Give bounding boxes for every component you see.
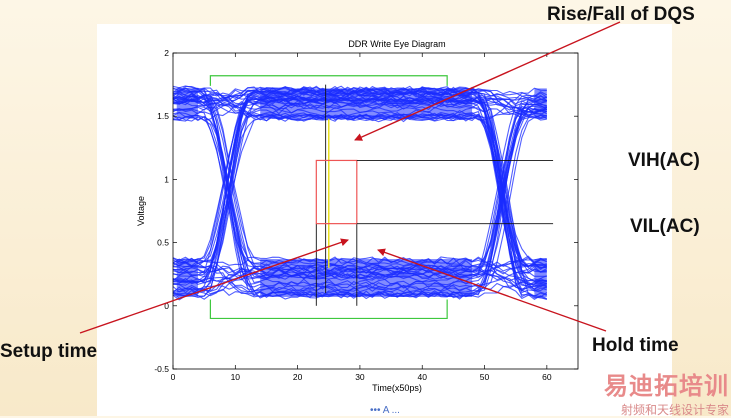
callout-rise-fall-dqs: Rise/Fall of DQS	[547, 4, 695, 25]
axes-frame	[172, 52, 579, 370]
x-tick-label: 10	[231, 372, 241, 382]
callout-vih-ac: VIH(AC)	[628, 150, 700, 171]
x-tick-label: 0	[171, 372, 176, 382]
low-level-band	[176, 259, 198, 297]
y-tick-label: 0.5	[157, 238, 169, 248]
y-axis-label: Voltage	[136, 196, 146, 226]
overlay-layer	[209, 75, 554, 320]
axis-ticks: 0 10 20 30 40 50 60-0.500.511.52	[154, 48, 578, 382]
high-level-band	[176, 88, 198, 119]
y-tick-label: 2	[164, 48, 169, 58]
x-tick-label: 60	[542, 372, 552, 382]
x-axis-label: Time(x50ps)	[372, 383, 422, 393]
callout-arrows	[79, 21, 621, 334]
x-tick-label: 30	[355, 372, 365, 382]
low-level-band	[260, 259, 473, 297]
chart-title: DDR Write Eye Diagram	[348, 39, 445, 49]
lower-mask	[209, 299, 448, 320]
y-tick-label: 0	[164, 301, 169, 311]
y-tick-label: -0.5	[154, 364, 169, 374]
upper-mask	[209, 75, 448, 86]
valid-window-box	[315, 159, 358, 225]
y-tick-label: 1	[164, 174, 169, 184]
setup-time-arrow	[79, 238, 349, 334]
watermark: 易迪拓培训 射频和天线设计专家	[604, 366, 729, 418]
high-level-band	[534, 88, 547, 119]
footer-text: ••• A ...	[370, 405, 400, 416]
y-tick-label: 1.5	[157, 111, 169, 121]
callout-hold-time: Hold time	[592, 335, 679, 356]
eye-trace-line	[172, 114, 547, 286]
rise-fall-arrow	[354, 21, 621, 141]
watermark-sub-text: 射频和天线设计专家	[620, 403, 729, 417]
x-tick-label: 40	[417, 372, 427, 382]
x-tick-label: 20	[293, 372, 303, 382]
figure-background	[97, 24, 672, 416]
callout-setup-time: Setup time	[0, 341, 98, 362]
watermark-main-text: 易迪拓培训	[604, 372, 729, 400]
x-tick-label: 50	[480, 372, 490, 382]
hold-time-arrow	[377, 248, 607, 332]
low-level-band	[534, 259, 547, 297]
callout-vil-ac: VIL(AC)	[630, 216, 700, 237]
high-level-band	[260, 88, 473, 119]
eye-traces	[172, 85, 548, 301]
